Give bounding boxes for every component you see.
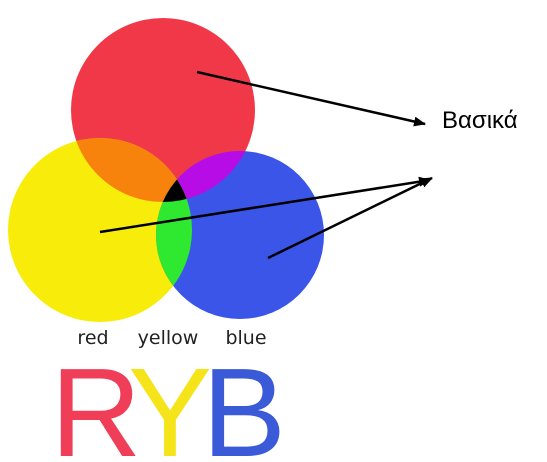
letter: B bbox=[202, 342, 286, 462]
arrow bbox=[196, 70, 426, 127]
color-name: yellow bbox=[138, 327, 199, 349]
color-name: red bbox=[77, 327, 108, 349]
arrow bbox=[267, 176, 433, 260]
letter: R bbox=[51, 342, 142, 462]
letter: Y bbox=[128, 342, 212, 462]
label: Βασικά bbox=[442, 107, 518, 134]
orange-overlap bbox=[71, 138, 192, 202]
purple-overlap bbox=[156, 151, 255, 202]
arrow bbox=[99, 176, 431, 234]
color-name: blue bbox=[225, 327, 266, 349]
